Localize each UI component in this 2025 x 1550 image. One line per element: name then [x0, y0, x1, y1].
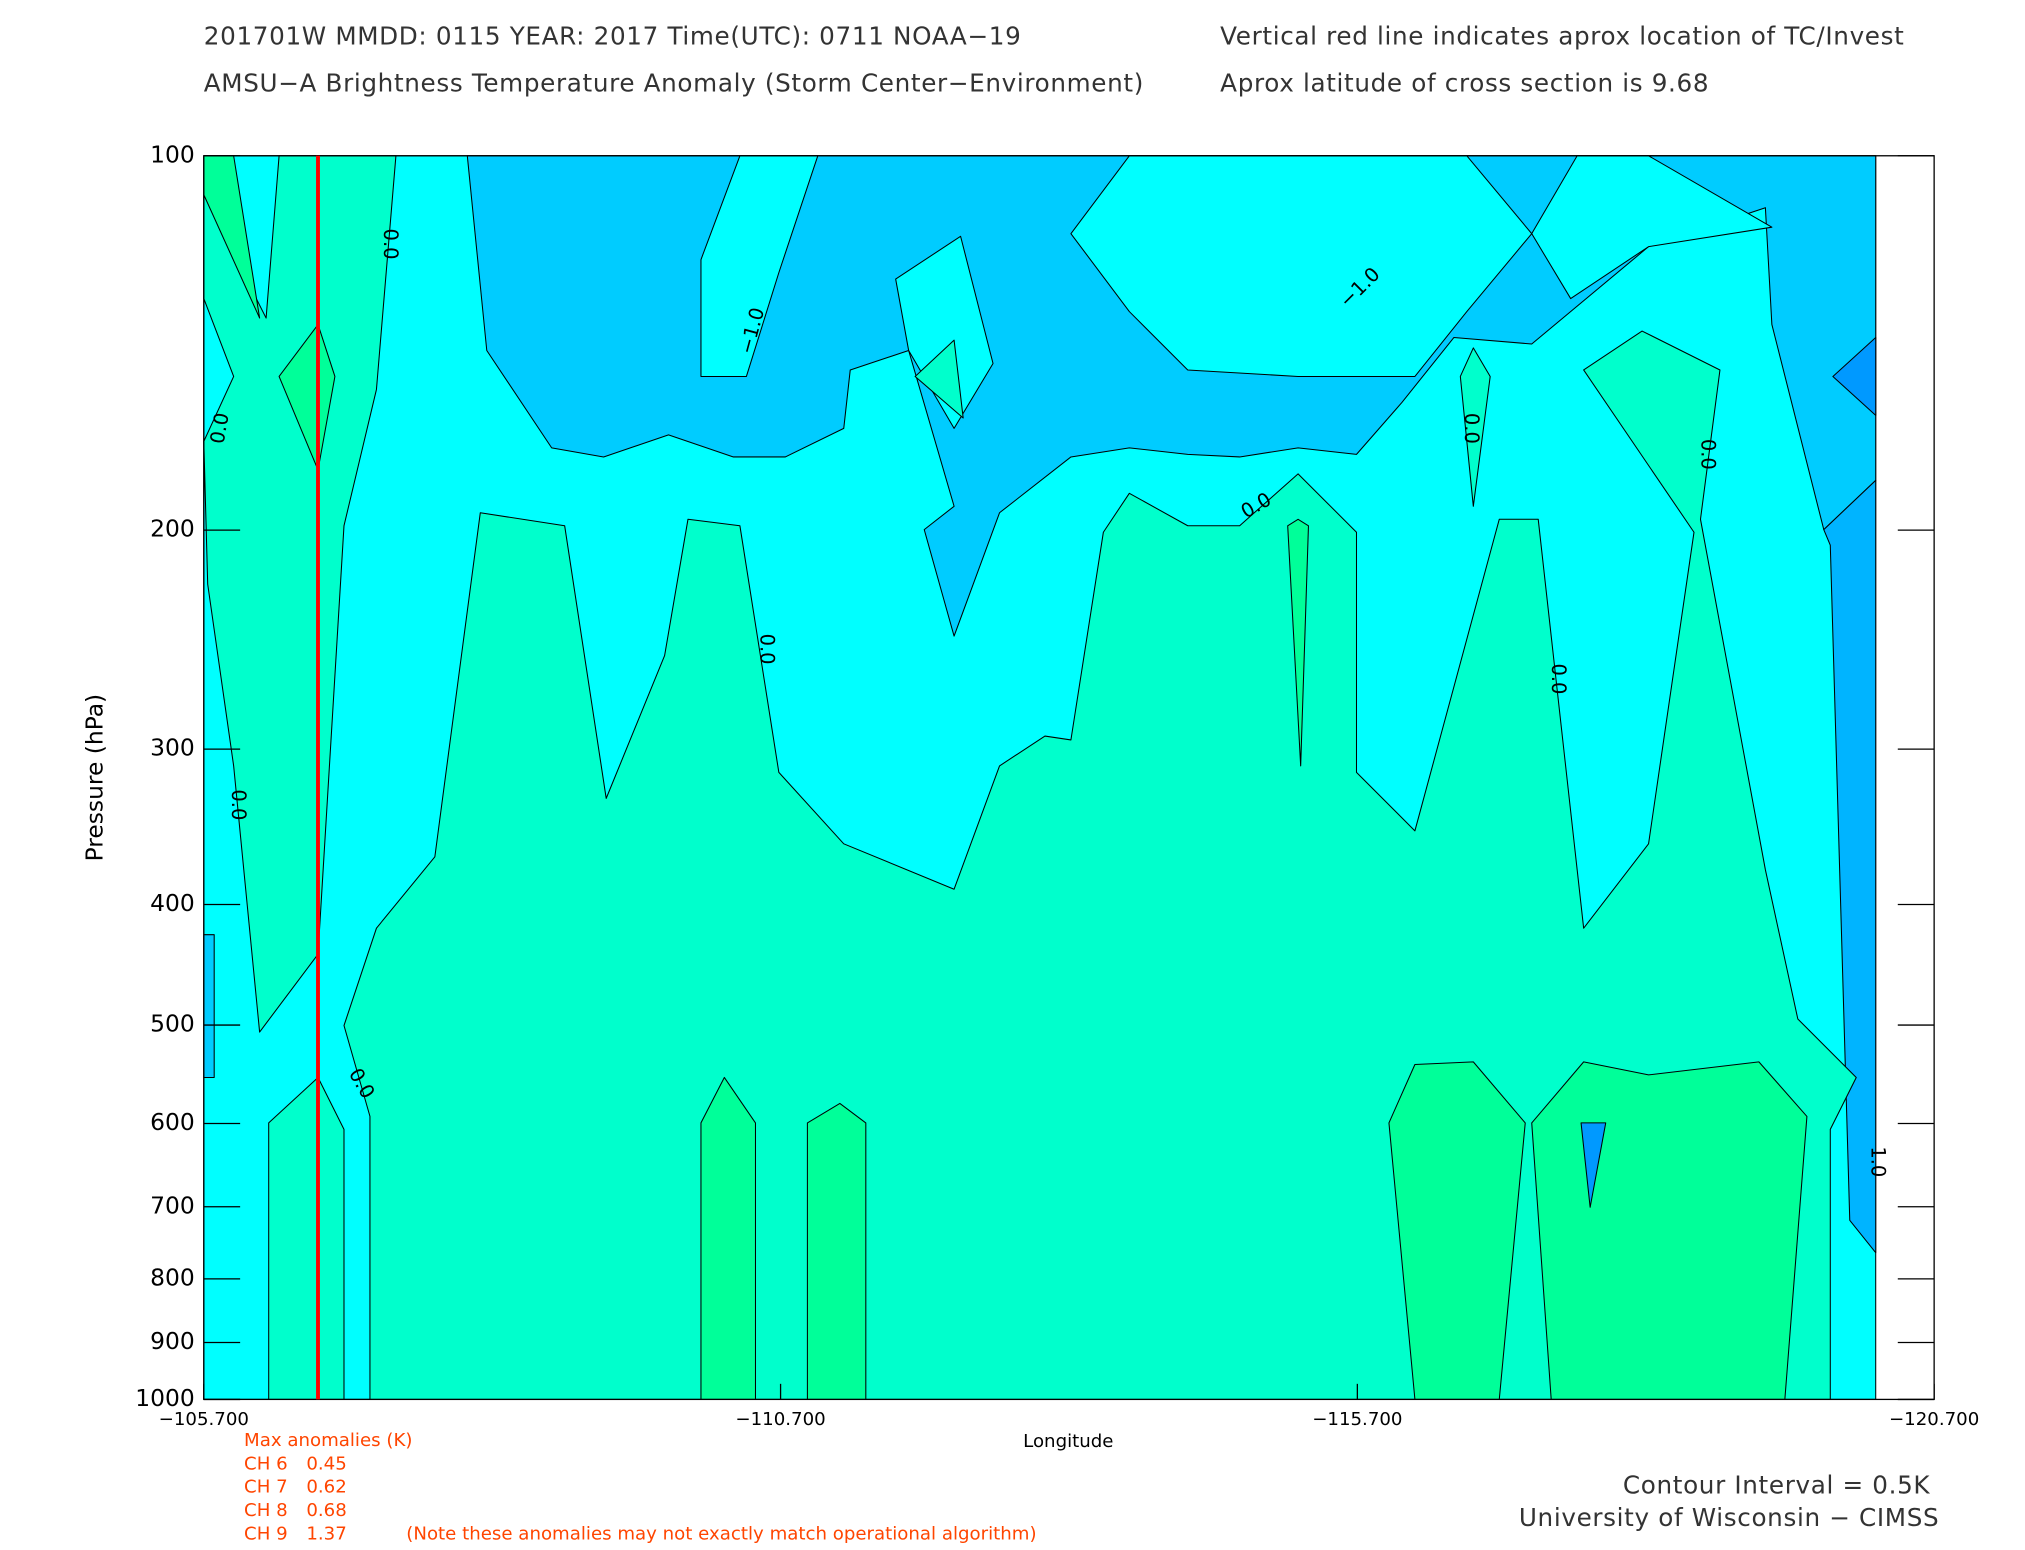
contour-region — [278, 324, 336, 471]
max-anomalies-title: Max anomalies (K) — [244, 1430, 412, 1451]
x-axis-label: Longitude — [1023, 1431, 1113, 1452]
contour-label: 0.0 — [1460, 413, 1483, 444]
title: 201701W MMDD: 0115 YEAR: 2017 Time(UTC):… — [204, 22, 1022, 51]
y-tick-label: 600 — [150, 1108, 195, 1136]
x-tick-label: −110.700 — [735, 1409, 825, 1430]
contour-region — [806, 1102, 867, 1400]
contour-label: 0.0 — [1696, 439, 1719, 470]
y-tick-label: 700 — [150, 1191, 195, 1219]
y-axis-label: Pressure (hPa) — [81, 694, 109, 862]
anomaly-value: 0.62 — [306, 1477, 346, 1498]
anomaly-value: 0.45 — [306, 1453, 346, 1474]
contour-region — [203, 934, 215, 1078]
subtitle: AMSU−A Brightness Temperature Anomaly (S… — [204, 68, 1144, 97]
note: Vertical red line indicates aprox locati… — [1220, 22, 1904, 51]
contour-region — [1287, 518, 1309, 767]
note: Aprox latitude of cross section is 9.68 — [1220, 68, 1709, 97]
contour-label: 0.0 — [379, 229, 402, 260]
x-tick-label: −115.700 — [1312, 1409, 1402, 1430]
x-tick-label: −120.700 — [1889, 1409, 1979, 1430]
contour-region — [1823, 479, 1877, 1254]
contour-region — [1580, 1122, 1607, 1208]
y-tick-label: 300 — [150, 734, 195, 762]
contour-region — [268, 1076, 345, 1400]
anomaly-value: 1.37 — [306, 1523, 346, 1544]
anomaly-note: (Note these anomalies may not exactly ma… — [406, 1523, 1036, 1544]
contour-label: 0.0 — [755, 634, 778, 665]
y-tick-label: 800 — [150, 1263, 195, 1291]
anomaly-value: 0.68 — [306, 1500, 346, 1521]
plot-frame — [203, 155, 1935, 1401]
contour-label: 0.0 — [227, 789, 250, 820]
y-tick-label: 400 — [150, 889, 195, 917]
contour-region — [700, 1076, 756, 1400]
contour-region — [1531, 1061, 1808, 1400]
y-tick-label: 1000 — [135, 1384, 194, 1412]
contour-region — [914, 339, 964, 419]
contour-interval: Contour Interval = 0.5K — [1623, 1470, 1931, 1499]
contour-region — [1832, 337, 1877, 416]
plot-area — [203, 155, 1877, 1400]
contour-label: 0.0 — [206, 411, 234, 445]
contour-label: 1.0 — [1867, 1146, 1890, 1177]
contour-region — [895, 235, 994, 429]
credit: University of Wisconsin − CIMSS — [1519, 1503, 1939, 1532]
anomaly-channel: CH 8 — [244, 1500, 288, 1521]
y-tick-label: 200 — [150, 515, 195, 543]
contour-label: 0.0 — [1547, 663, 1570, 694]
contour-region — [1459, 347, 1491, 507]
anomaly-channel: CH 6 — [244, 1453, 288, 1474]
y-tick-label: 500 — [150, 1010, 195, 1038]
y-tick-label: 900 — [150, 1327, 195, 1355]
anomaly-channel: CH 7 — [244, 1477, 288, 1498]
x-tick-label: −105.700 — [159, 1409, 249, 1430]
anomaly-channel: CH 9 — [244, 1523, 288, 1544]
y-tick-label: 100 — [150, 140, 195, 168]
